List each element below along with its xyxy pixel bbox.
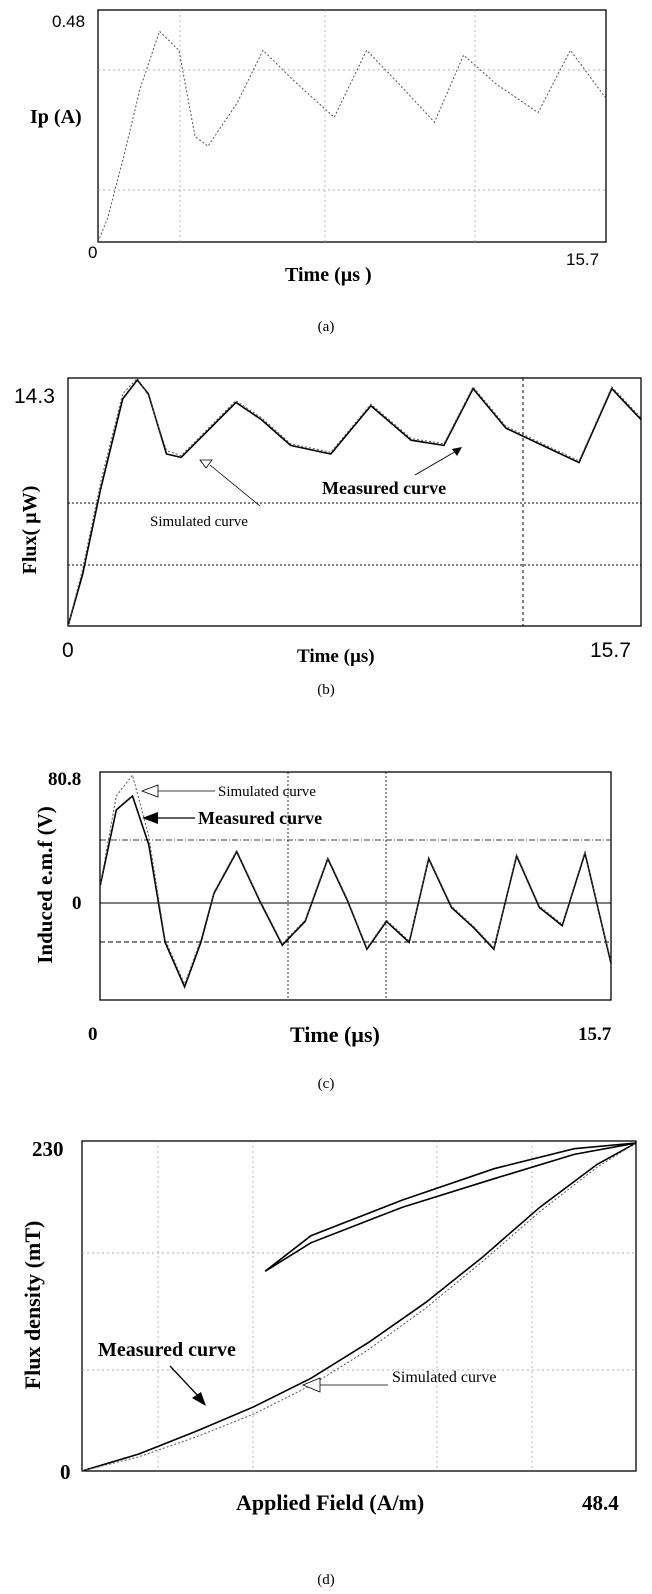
series-group-a <box>97 30 607 243</box>
y-tick-label-c-max: 80.8 <box>48 769 81 790</box>
series-group-d <box>81 1142 637 1472</box>
y-axis-label-b: Flux( µW) <box>19 486 41 575</box>
arrowhead-simulated-d <box>301 1377 321 1393</box>
series-group-b <box>67 377 642 627</box>
x-tick-label-c-min: 0 <box>88 1024 98 1045</box>
annotation-pointer-measured-b <box>414 449 459 476</box>
series-line-a-0 <box>97 30 607 243</box>
y-axis-label-d: Flux density (mT) <box>20 1221 45 1390</box>
series-line-d-measured-curve <box>81 1142 637 1472</box>
panel-caption-b: (b) <box>317 682 335 698</box>
x-axis-label-b: Time (µs) <box>297 646 375 667</box>
panel-caption-a: (a) <box>318 319 335 335</box>
panel-b: 14.3 0 15.7 Flux( µW) Time (µs) Measured… <box>14 377 642 698</box>
plot-frame-d <box>81 1140 637 1472</box>
annotation-simulated-c: Simulated curve <box>218 784 316 800</box>
y-tick-label-a-max: 0.48 <box>52 12 85 31</box>
x-tick-label-b-max: 15.7 <box>590 639 631 662</box>
annotation-pointer-measured-d <box>169 1365 201 1399</box>
arrowhead-measured-c <box>142 812 158 824</box>
series-line-c-simulated-curve <box>99 773 612 986</box>
y-tick-label-d-zero: 0 <box>60 1460 71 1484</box>
annotation-simulated-b: Simulated curve <box>150 514 248 530</box>
series-line-b-measured-curve <box>67 378 642 627</box>
plot-frame-b <box>67 377 642 627</box>
annotation-simulated-d: Simulated curve <box>392 1369 496 1386</box>
x-tick-label-a-min: 0 <box>88 243 97 262</box>
plot-frame-a <box>97 9 607 243</box>
x-tick-label-d-max: 48.4 <box>582 1491 619 1515</box>
annotation-measured-c: Measured curve <box>198 808 322 828</box>
panel-caption-d: (d) <box>317 1572 335 1588</box>
y-tick-label-c-zero: 0 <box>72 893 82 914</box>
x-axis-label-d: Applied Field (A/m) <box>236 1490 424 1515</box>
arrowhead-measured-b <box>452 447 462 456</box>
x-axis-label-a: Time (µs ) <box>285 264 372 286</box>
series-line-d-simulated-curve <box>81 1142 637 1472</box>
y-tick-label-b-max: 14.3 <box>14 385 55 408</box>
y-axis-label-a: Ip (A) <box>30 106 82 128</box>
plot-frame-c <box>99 771 612 1001</box>
arrowhead-measured-d <box>192 1392 206 1406</box>
annotation-measured-b: Measured curve <box>322 478 446 498</box>
annotation-pointer-simulated-b <box>209 464 261 507</box>
panel-caption-c: (c) <box>318 1076 335 1092</box>
panel-a: 0.48 0 15.7 Ip (A) Time (µs ) (a) <box>30 9 607 335</box>
x-tick-label-c-max: 15.7 <box>578 1024 612 1045</box>
series-group-c <box>99 773 612 990</box>
annotation-measured-d: Measured curve <box>98 1339 236 1361</box>
x-axis-label-c: Time (µs) <box>290 1022 380 1047</box>
x-tick-label-b-min: 0 <box>62 639 74 662</box>
x-tick-label-a-max: 15.7 <box>566 250 599 269</box>
arrowhead-simulated-b <box>199 459 213 469</box>
series-line-c-measured-curve <box>99 794 612 990</box>
panel-d: 230 0 48.4 Flux density (mT) Applied Fie… <box>20 1137 637 1588</box>
series-line-b-simulated-curve <box>67 377 642 627</box>
arrowhead-simulated-c <box>140 784 159 798</box>
y-tick-label-d-max: 230 <box>32 1137 64 1161</box>
y-axis-label-c: Induced e.m.f (V) <box>33 806 57 964</box>
panel-c: 80.8 0 0 15.7 Induced e.m.f (V) Time (µs… <box>33 769 612 1092</box>
